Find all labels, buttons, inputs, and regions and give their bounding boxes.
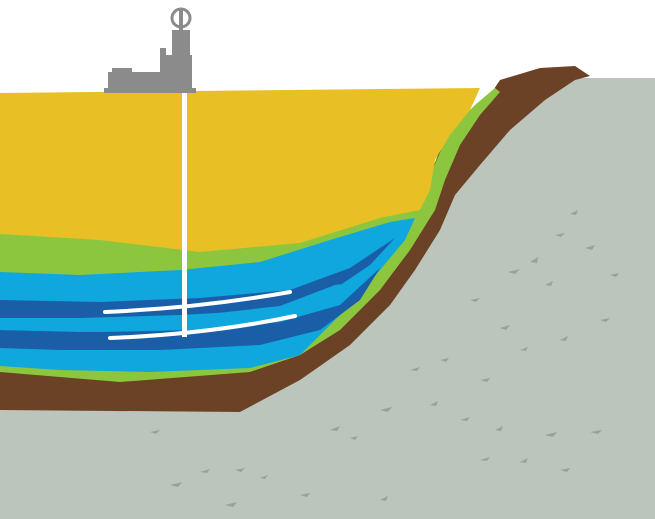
aquifer-deep-band-1 — [0, 238, 395, 318]
bedrock-slope — [0, 78, 655, 519]
well-pipe — [182, 92, 187, 337]
horizontal-bore-upper — [103, 290, 292, 314]
bedrock-pebbles — [150, 210, 619, 507]
horizontal-bore-lower — [108, 314, 297, 340]
topsoil-layer — [0, 88, 480, 252]
drilling-rig-icon — [104, 7, 196, 93]
aquifer-deep-band-2 — [0, 268, 380, 350]
